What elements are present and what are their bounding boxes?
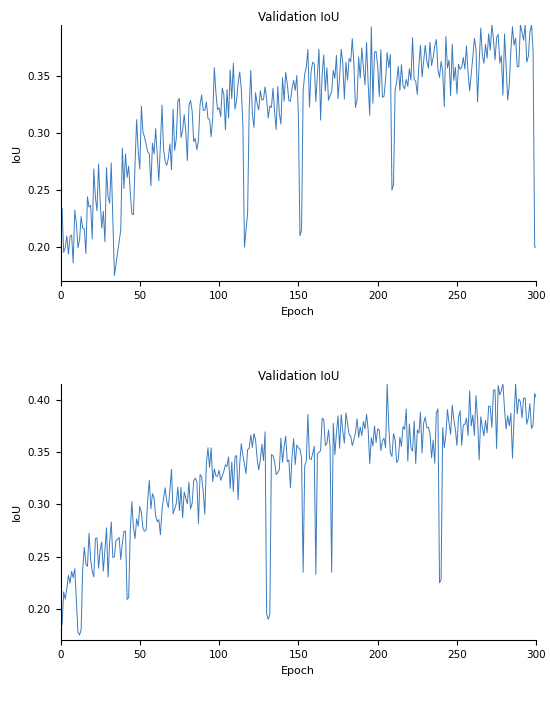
Y-axis label: IoU: IoU [12,144,22,162]
X-axis label: Epoch: Epoch [282,666,315,675]
Text: Figure 4. mIOU on val of UNet: Figure 4. mIOU on val of UNet [157,298,439,316]
Title: Validation IoU: Validation IoU [258,11,339,23]
Title: Validation IoU: Validation IoU [258,370,339,383]
Text: Figure 5. mIOU on val of DA-UNet without res: Figure 5. mIOU on val of DA-UNet without… [86,657,511,675]
Y-axis label: IoU: IoU [12,503,22,521]
X-axis label: Epoch: Epoch [282,307,315,316]
